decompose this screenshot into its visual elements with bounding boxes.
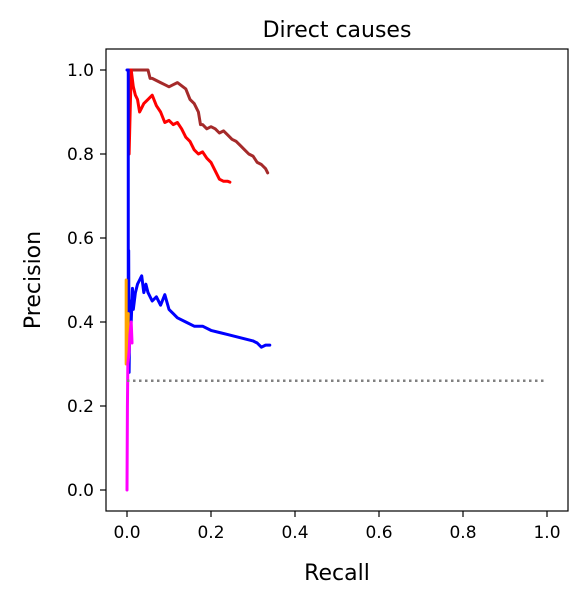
x-axis-label: Recall xyxy=(304,561,370,586)
series-line-0 xyxy=(126,68,270,175)
x-tick-label: 0.4 xyxy=(281,523,308,543)
chart-title: Direct causes xyxy=(263,18,412,43)
x-tick-label: 1.0 xyxy=(533,523,560,543)
y-tick-label: 0.8 xyxy=(67,145,94,165)
y-tick-label: 0.2 xyxy=(67,397,94,417)
y-tick-label: 0.0 xyxy=(67,481,94,501)
x-tick-label: 0.8 xyxy=(449,523,476,543)
y-tick-label: 1.0 xyxy=(67,61,94,81)
x-tick-label: 0.2 xyxy=(197,523,224,543)
y-tick-label: 0.4 xyxy=(67,313,94,333)
x-tick-label: 0.6 xyxy=(365,523,392,543)
x-axis-ticks: 0.0 0.2 0.4 0.6 0.8 1.0 xyxy=(113,511,561,543)
series-line-1 xyxy=(127,68,232,184)
series-line-2 xyxy=(125,68,272,374)
x-tick-label: 0.0 xyxy=(113,523,140,543)
series-line-3 xyxy=(124,278,130,366)
y-axis-label: Precision xyxy=(21,231,46,329)
series-line-4 xyxy=(125,320,134,492)
y-tick-label: 0.6 xyxy=(67,229,94,249)
plot-frame xyxy=(105,48,569,512)
series-layer xyxy=(124,68,547,492)
y-axis-ticks: 0.0 0.2 0.4 0.6 0.8 1.0 xyxy=(67,61,106,501)
